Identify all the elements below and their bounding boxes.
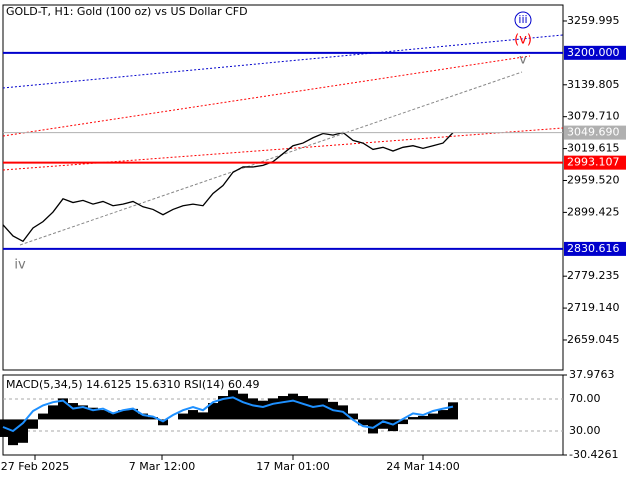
macd-bar	[88, 407, 98, 420]
y-tick-label: 2779.235	[567, 269, 620, 282]
macd-bar	[98, 410, 108, 420]
macd-bar	[118, 410, 128, 420]
macd-bar	[278, 396, 288, 420]
x-tick-label: 27 Feb 2025	[1, 460, 69, 473]
indicator-frame	[2, 374, 564, 456]
y-tick-label: 3259.995	[567, 14, 620, 27]
y-tick-label: 37.9763	[569, 368, 615, 381]
macd-bar	[298, 396, 308, 420]
macd-bar	[108, 412, 118, 420]
macd-bar	[28, 419, 38, 429]
y-tick-label: -30.4261	[569, 448, 618, 461]
macd-bar	[398, 419, 408, 425]
macd-bar	[258, 400, 268, 420]
rsi-line	[2, 396, 454, 433]
channel-line	[2, 34, 564, 89]
y-tick-label: 3139.805	[567, 78, 620, 91]
macd-bar	[178, 413, 188, 420]
y-tick-label: 2659.045	[567, 333, 620, 346]
macd-bar	[268, 398, 278, 420]
price-line	[2, 131, 454, 243]
macd-bar	[358, 419, 368, 426]
macd-bar	[428, 413, 438, 420]
y-tick-label: 3019.615	[567, 142, 620, 155]
wave-label: (v)	[514, 33, 532, 48]
level-label: 3200.000	[567, 46, 620, 59]
x-tick-label: 7 Mar 12:00	[129, 460, 195, 473]
macd-bar	[218, 396, 228, 420]
macd-bar	[38, 413, 48, 420]
macd-bar	[208, 403, 218, 420]
indicator-title: MACD(5,34,5) 14.6125 15.6310 RSI(14) 60.…	[6, 378, 259, 391]
y2-tick-label: 30.00	[569, 424, 601, 437]
level-label: 3049.690	[567, 126, 620, 139]
level-box	[564, 125, 626, 140]
macd-bar	[128, 408, 138, 420]
level-label: 2830.616	[567, 242, 620, 255]
y-tick-label: 2899.425	[567, 205, 620, 218]
macd-bar	[408, 417, 418, 420]
x-tick-label: 24 Mar 14:00	[386, 460, 459, 473]
y-tick-label: 2719.140	[567, 301, 620, 314]
channel-line	[2, 55, 531, 137]
macd-bar	[418, 415, 428, 420]
wave-label: v	[519, 53, 527, 68]
macd-bar	[68, 403, 78, 420]
macd-bar	[448, 402, 458, 420]
y-tick-label: 3079.710	[567, 110, 620, 123]
macd-bar	[138, 413, 148, 420]
channel-line	[2, 127, 564, 171]
wave-circle	[514, 11, 532, 29]
macd-bar	[288, 393, 298, 420]
chart-title: GOLD-T, H1: Gold (100 oz) vs US Dollar C…	[6, 5, 248, 18]
macd-bar	[318, 398, 328, 420]
x-tick-label: 17 Mar 01:00	[256, 460, 329, 473]
level-box	[564, 45, 626, 60]
macd-bar	[78, 405, 88, 420]
macd-bar	[228, 390, 238, 420]
macd-bar	[378, 419, 388, 429]
macd-bar	[198, 412, 208, 420]
wave-label: iii	[518, 13, 527, 26]
channel-line	[19, 71, 523, 246]
macd-bar	[48, 405, 58, 420]
level-box	[564, 241, 626, 256]
level-label: 2993.107	[567, 156, 620, 169]
wave-label: iv	[14, 258, 26, 273]
main-frame	[2, 4, 564, 371]
macd-bar	[58, 398, 68, 420]
macd-bar	[348, 413, 358, 420]
y-tick-label: 2959.520	[567, 173, 620, 186]
macd-bar	[148, 417, 158, 420]
level-box	[564, 155, 626, 170]
macd-bar	[248, 398, 258, 420]
macd-bar	[308, 398, 318, 420]
macd-bar	[368, 419, 378, 434]
macd-bar	[438, 410, 448, 420]
macd-bar	[8, 419, 18, 446]
macd-bar	[238, 393, 248, 420]
macd-bar	[18, 419, 28, 443]
y2-tick-label: 70.00	[569, 392, 601, 405]
macd-bar	[188, 410, 198, 420]
